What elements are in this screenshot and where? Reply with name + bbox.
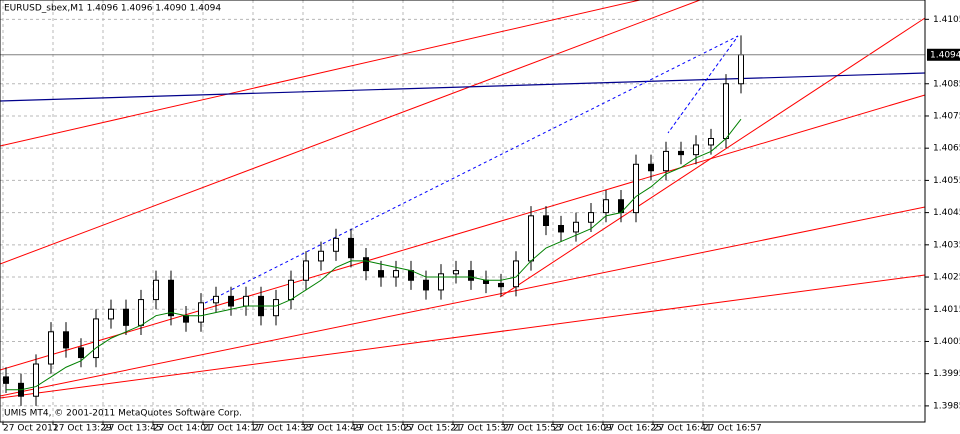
candle-body (243, 295, 249, 307)
candle-body (528, 215, 534, 262)
candle-body (348, 237, 354, 259)
y-tick-label: 1.4075 (933, 111, 960, 121)
candle-body (138, 299, 144, 326)
candle-body (693, 144, 699, 156)
candle-body (468, 270, 474, 281)
x-tick-label: 27 Oct 2011 (3, 424, 59, 434)
blue-line (0, 72, 926, 102)
trend-line (0, 274, 926, 399)
candle-body (153, 279, 159, 301)
y-tick-label: 1.4015 (933, 305, 960, 315)
candle-body (168, 279, 174, 317)
x-tick-label: 27 Oct 14:17 (203, 424, 262, 434)
x-tick-label: 27 Oct 15:05 (353, 424, 412, 434)
candle-body (228, 295, 234, 307)
candle-body (588, 212, 594, 223)
candle-body (558, 224, 564, 233)
candle-body (48, 331, 54, 365)
candle-body (378, 270, 384, 278)
last-price-box (927, 48, 960, 61)
candle-body (408, 270, 414, 281)
candle-body (423, 279, 429, 291)
x-tick-label: 27 Oct 15:53 (503, 424, 562, 434)
x-tick-label: 27 Oct 15:21 (403, 424, 462, 434)
x-tick-label: 27 Oct 14:01 (153, 424, 212, 434)
candle-body (603, 199, 609, 214)
y-tick-label: 1.4045 (933, 208, 960, 218)
x-tick-label: 27 Oct 15:37 (453, 424, 512, 434)
candle-body (453, 270, 459, 275)
x-tick-label: 27 Oct 14:33 (253, 424, 312, 434)
trend-lines (0, 0, 926, 399)
plot (0, 35, 925, 406)
moving-average (6, 118, 742, 391)
candle-body (708, 138, 714, 146)
plot-frame (0, 0, 926, 423)
trend-line (499, 17, 926, 298)
zigzag (204, 35, 739, 304)
grid (0, 0, 925, 422)
y-tick-label: 1.4065 (933, 144, 960, 154)
trend-line (0, 206, 926, 397)
trend-line (0, 94, 926, 371)
x-tick-label: 27 Oct 14:49 (303, 424, 362, 434)
candle-body (543, 215, 549, 226)
y-tick-label: 1.4105 (933, 15, 960, 25)
candle-body (123, 308, 129, 326)
x-tick-label: 27 Oct 13:45 (103, 424, 162, 434)
candle-body (333, 237, 339, 252)
candle-body (318, 250, 324, 262)
candle-body (438, 273, 444, 291)
x-tick-label: 27 Oct 13:29 (53, 424, 112, 434)
candle-body (63, 331, 69, 349)
candle-body (108, 308, 114, 320)
candle-body (273, 299, 279, 317)
y-tick-label: 1.3995 (933, 369, 960, 379)
candle-body (738, 54, 744, 85)
candle-body (363, 257, 369, 272)
x-tick-label: 27 Oct 16:41 (653, 424, 712, 434)
y-tick-label: 1.3985 (933, 401, 960, 411)
y-tick-label: 1.4085 (933, 79, 960, 89)
candle-body (513, 260, 519, 288)
last-price-label: 1.4094 (930, 50, 960, 60)
x-tick-label: 27 Oct 16:25 (603, 424, 662, 434)
candle-body (648, 163, 654, 172)
y-tick-label: 1.4025 (933, 273, 960, 283)
y-tick-label: 1.4035 (933, 240, 960, 250)
candle-body (678, 150, 684, 156)
chart-title: EURUSD_sbex,M1 1.4096 1.4096 1.4090 1.40… (4, 4, 221, 14)
candle-body (3, 376, 9, 384)
candle-body (288, 279, 294, 301)
x-tick-label: 27 Oct 16:09 (553, 424, 612, 434)
candle-body (78, 347, 84, 359)
y-tick-label: 1.4005 (933, 337, 960, 347)
candle-body (183, 315, 189, 323)
candle-body (498, 282, 504, 288)
trend-line (0, 0, 641, 147)
candle-body (93, 318, 99, 359)
candle-body (573, 221, 579, 233)
footer: UMIS MT4, © 2001-2011 MetaQuotes Softwar… (4, 409, 242, 419)
x-tick-label: 27 Oct 16:57 (703, 424, 762, 434)
candle-body (633, 163, 639, 214)
candle-body (198, 302, 204, 323)
candle-body (663, 150, 669, 172)
candle-body (303, 260, 309, 281)
y-tick-label: 1.4055 (933, 176, 960, 186)
candle-body (213, 295, 219, 304)
candle-body (723, 83, 729, 140)
trend-line (0, 0, 701, 265)
candle-body (33, 363, 39, 397)
candle-body (393, 270, 399, 278)
